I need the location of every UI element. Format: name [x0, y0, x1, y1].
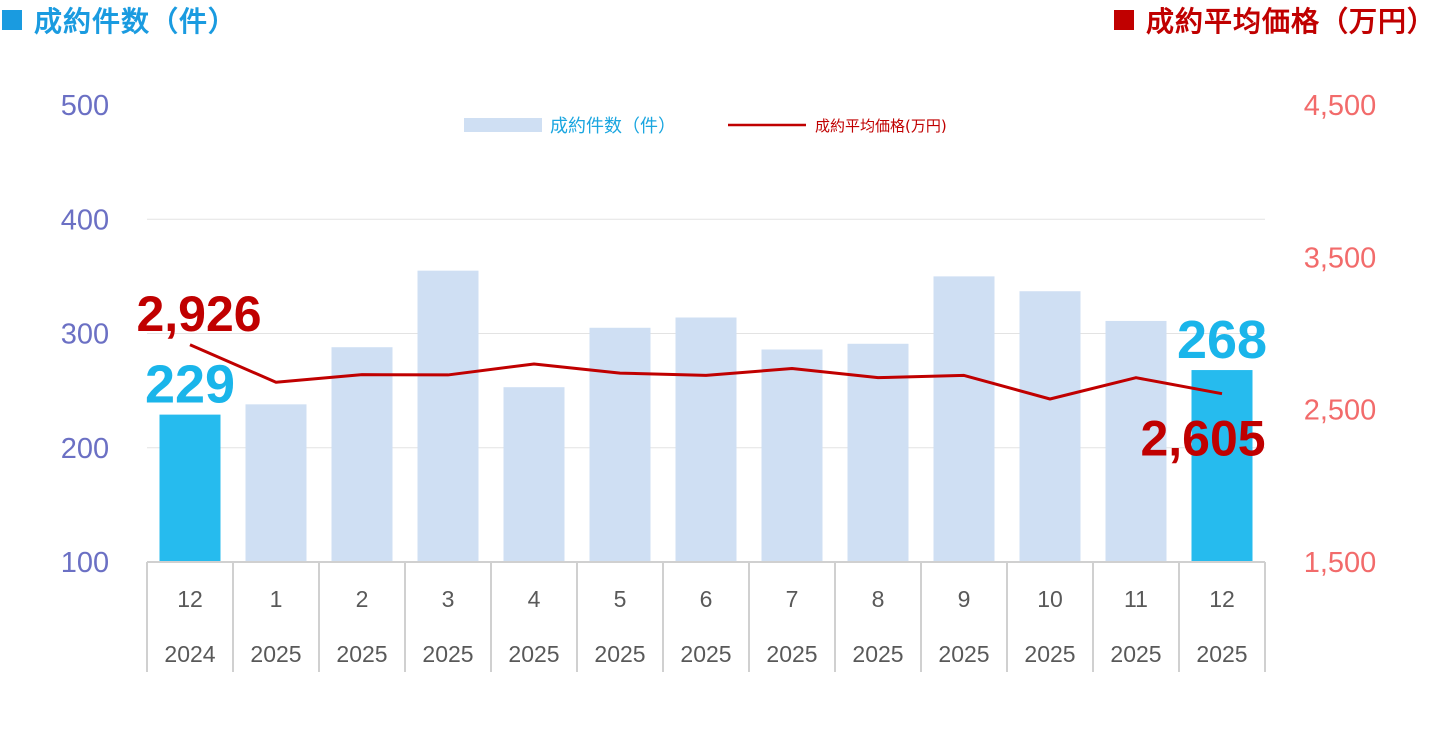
category-year-12: 2025 [1196, 641, 1247, 667]
category-year-9: 2025 [938, 641, 989, 667]
right-tick-3: 1,500 [1304, 547, 1377, 579]
right-tick-0: 4,500 [1304, 90, 1377, 122]
bar-11 [1105, 320, 1167, 562]
left-tick-0: 500 [61, 90, 109, 122]
category-year-0: 2024 [164, 641, 215, 667]
right-axis-title-text: 成約平均価格（万円） [1145, 5, 1436, 38]
bar-9 [933, 276, 995, 562]
bar-12 [1191, 370, 1253, 562]
left-title-square-marker [2, 10, 22, 30]
data-labels: 229 268 2,926 2,605 [136, 286, 1267, 467]
category-year-2: 2025 [336, 641, 387, 667]
legend: 成約件数（件） 成約平均価格(万円) [464, 116, 947, 137]
data-label-count-last: 268 [1177, 310, 1267, 370]
category-month-1: 1 [270, 586, 283, 612]
category-year-5: 2025 [594, 641, 645, 667]
left-axis-title: 成約件数（件） [2, 0, 237, 40]
category-month-0: 12 [177, 586, 203, 612]
price-line [189, 343, 1223, 401]
category-year-3: 2025 [422, 641, 473, 667]
bar-4 [503, 387, 565, 562]
category-month-7: 7 [786, 586, 799, 612]
category-year-6: 2025 [680, 641, 731, 667]
left-axis-ticks: 500 400 300 200 100 [61, 90, 109, 579]
left-tick-2: 300 [61, 319, 109, 351]
legend-bar-label: 成約件数（件） [550, 116, 676, 137]
category-year-7: 2025 [766, 641, 817, 667]
category-month-2: 2 [356, 586, 369, 612]
bar-0 [159, 414, 221, 562]
bar-8 [847, 343, 909, 562]
bar-3 [417, 270, 479, 562]
category-month-8: 8 [872, 586, 885, 612]
left-tick-3: 200 [61, 433, 109, 465]
legend-line-label: 成約平均価格(万円) [815, 117, 947, 135]
bar-6 [675, 317, 737, 562]
legend-bar-swatch [464, 118, 542, 132]
category-month-10: 10 [1037, 586, 1063, 612]
bar-10 [1019, 291, 1081, 562]
right-tick-2: 2,500 [1304, 395, 1377, 427]
category-month-5: 5 [614, 586, 627, 612]
category-year-4: 2025 [508, 641, 559, 667]
bar-series [159, 270, 1253, 562]
bar-7 [761, 349, 823, 562]
right-tick-1: 3,500 [1304, 242, 1377, 274]
bar-1 [245, 404, 307, 562]
category-year-1: 2025 [250, 641, 301, 667]
data-label-price-first: 2,926 [136, 286, 261, 342]
left-tick-4: 100 [61, 547, 109, 579]
bar-2 [331, 347, 393, 562]
right-title-square-marker [1113, 10, 1134, 30]
category-month-4: 4 [528, 586, 541, 612]
category-month-6: 6 [700, 586, 713, 612]
category-month-11: 11 [1124, 586, 1148, 612]
category-year-8: 2025 [852, 641, 903, 667]
category-year-10: 2025 [1024, 641, 1075, 667]
category-year-11: 2025 [1110, 641, 1161, 667]
right-axis-ticks: 4,500 3,500 2,500 1,500 [1304, 90, 1377, 579]
left-axis-title-text: 成約件数（件） [34, 5, 238, 38]
category-month-9: 9 [958, 586, 971, 612]
data-label-price-last: 2,605 [1140, 411, 1265, 467]
right-axis-title: 成約平均価格（万円） [1113, 0, 1436, 40]
line-series [189, 343, 1223, 401]
bar-5 [589, 327, 651, 562]
category-axis: 12 2024 1 2025 2 2025 3 2025 4 2025 5 2025 6 2025 7 202… [146, 561, 1266, 672]
left-tick-1: 400 [61, 204, 109, 236]
category-month-12: 12 [1209, 586, 1235, 612]
category-month-3: 3 [442, 586, 455, 612]
data-label-count-first: 229 [145, 355, 235, 415]
